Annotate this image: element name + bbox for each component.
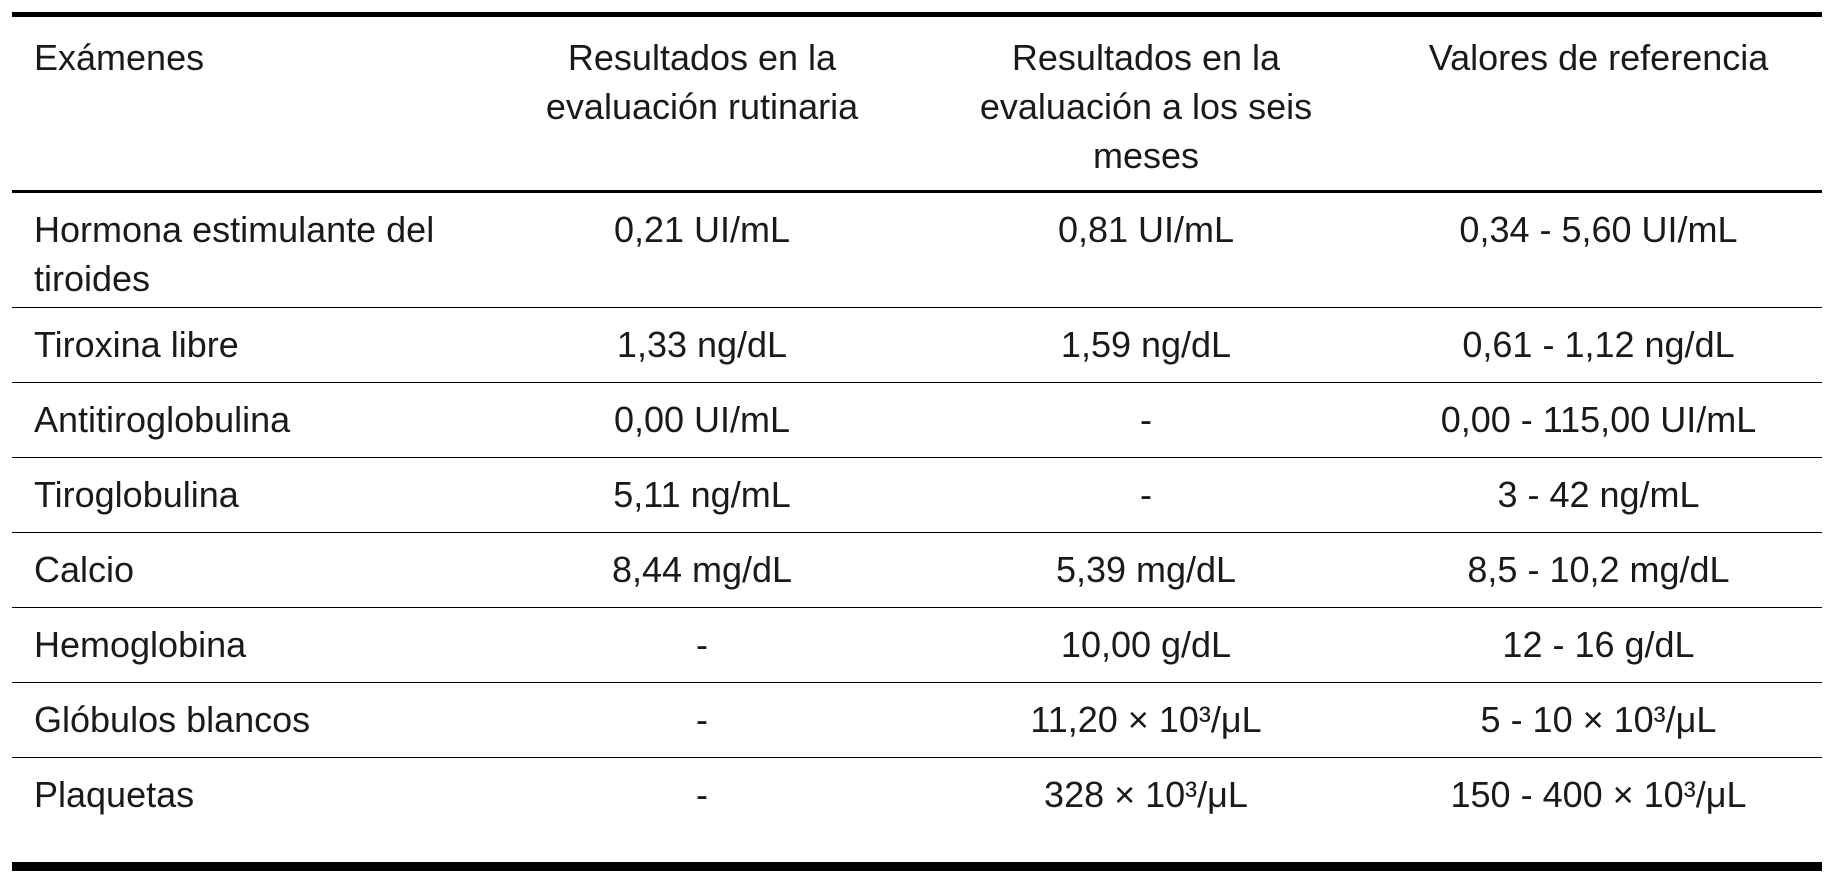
reference-value-cell: 0,00 - 115,00 UI/mL	[1375, 382, 1822, 458]
exam-name-cell: Tiroglobulina	[12, 457, 487, 533]
exam-name-cell: Glóbulos blancos	[12, 682, 487, 758]
exam-name-cell: Hormona estimulante del tiroides	[12, 191, 487, 308]
routine-result-cell: 5,11 ng/mL	[487, 457, 917, 533]
exam-name-cell: Plaquetas	[34, 774, 195, 815]
six-month-result-cell: 0,81 UI/mL	[917, 191, 1375, 308]
header-valores-referencia: Valores de referencia	[1428, 37, 1769, 78]
table-row: Glóbulos blancos - 11,20 × 10³/μL 5 - 10…	[12, 682, 1822, 758]
reference-value-cell: 8,5 - 10,2 mg/dL	[1375, 532, 1822, 608]
reference-value-cell: 3 - 42 ng/mL	[1375, 457, 1822, 533]
table-row: Tiroglobulina 5,11 ng/mL - 3 - 42 ng/mL	[12, 457, 1822, 533]
routine-result-cell: 8,44 mg/dL	[487, 532, 917, 608]
table-row: Plaquetas - 328 × 10³/μL 150 - 400 × 10³…	[12, 758, 1822, 862]
six-month-result-cell: -	[917, 382, 1375, 458]
routine-result-cell: -	[487, 607, 917, 683]
six-month-result-cell: -	[917, 457, 1375, 533]
six-month-result-cell: 5,39 mg/dL	[917, 532, 1375, 608]
table-row: Hormona estimulante del tiroides 0,21 UI…	[12, 191, 1822, 308]
reference-value-cell: 150 - 400 × 10³/μL	[1450, 774, 1747, 815]
routine-result-cell: -	[696, 774, 708, 815]
routine-result-cell: -	[487, 682, 917, 758]
table-row: Tiroxina libre 1,33 ng/dL 1,59 ng/dL 0,6…	[12, 307, 1822, 383]
table-header: Exámenes Resultados en la evaluación rut…	[12, 14, 1822, 192]
header-resultados-rutinaria: Resultados en la evaluación rutinaria	[545, 37, 859, 127]
reference-value-cell: 12 - 16 g/dL	[1375, 607, 1822, 683]
lab-results-table-container: Exámenes Resultados en la evaluación rut…	[12, 12, 1822, 871]
reference-value-cell: 5 - 10 × 10³/μL	[1375, 682, 1822, 758]
exam-name-cell: Antitiroglobulina	[12, 382, 487, 458]
table-body: Hormona estimulante del tiroides 0,21 UI…	[12, 191, 1822, 862]
table-row: Antitiroglobulina 0,00 UI/mL - 0,00 - 11…	[12, 382, 1822, 458]
exam-name-cell: Hemoglobina	[12, 607, 487, 683]
six-month-result-cell: 11,20 × 10³/μL	[917, 682, 1375, 758]
header-resultados-seis-meses: Resultados en la evaluación a los seis m…	[979, 37, 1313, 176]
routine-result-cell: 0,21 UI/mL	[487, 191, 917, 308]
header-examenes: Exámenes	[34, 37, 205, 78]
lab-results-table: Exámenes Resultados en la evaluación rut…	[12, 12, 1822, 862]
table-row: Hemoglobina - 10,00 g/dL 12 - 16 g/dL	[12, 607, 1822, 683]
routine-result-cell: 1,33 ng/dL	[487, 307, 917, 383]
six-month-result-cell: 328 × 10³/μL	[1044, 774, 1248, 815]
reference-value-cell: 0,34 - 5,60 UI/mL	[1375, 191, 1822, 308]
header-row: Exámenes Resultados en la evaluación rut…	[12, 14, 1822, 192]
six-month-result-cell: 10,00 g/dL	[917, 607, 1375, 683]
reference-value-cell: 0,61 - 1,12 ng/dL	[1375, 307, 1822, 383]
routine-result-cell: 0,00 UI/mL	[487, 382, 917, 458]
exam-name-cell: Calcio	[12, 532, 487, 608]
table-row: Calcio 8,44 mg/dL 5,39 mg/dL 8,5 - 10,2 …	[12, 532, 1822, 608]
six-month-result-cell: 1,59 ng/dL	[917, 307, 1375, 383]
exam-name-cell: Tiroxina libre	[12, 307, 487, 383]
table-bottom-rule	[12, 861, 1822, 871]
